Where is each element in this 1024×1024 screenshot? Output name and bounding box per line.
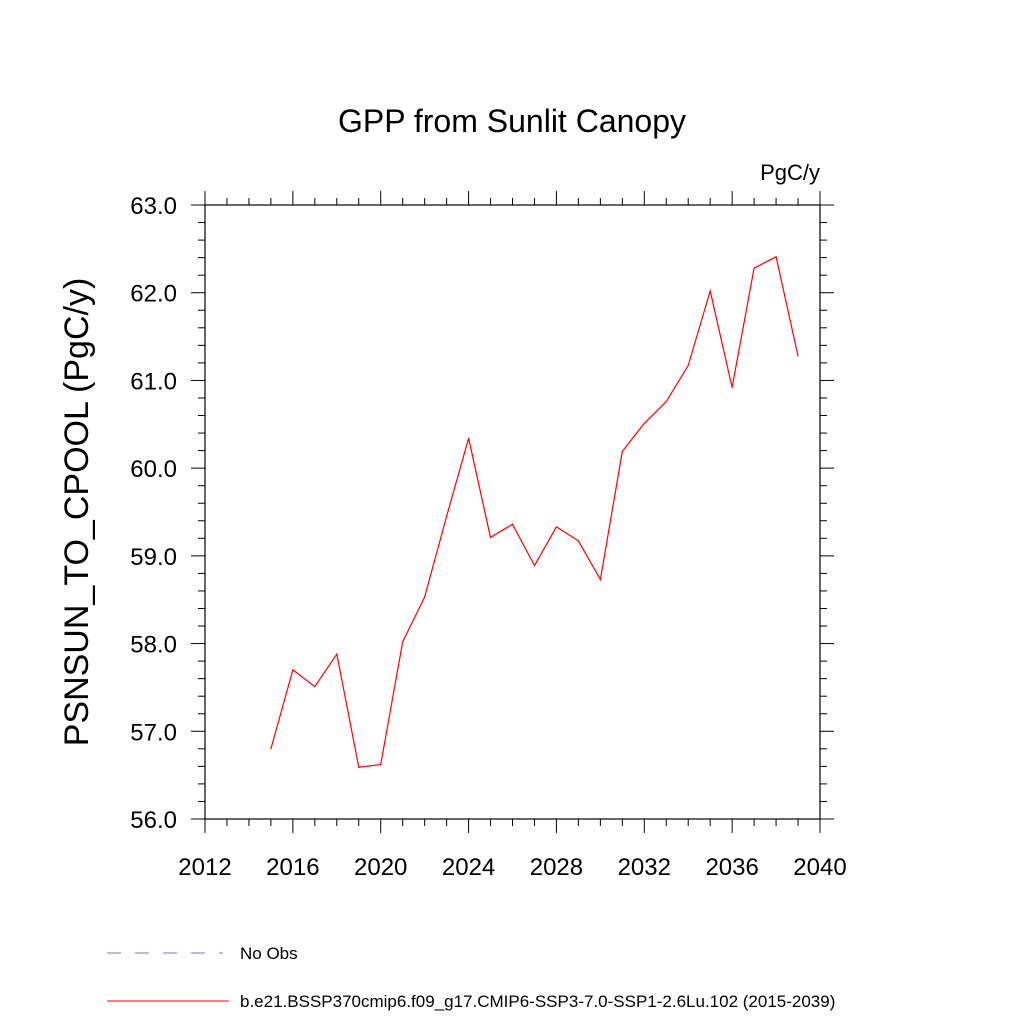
data-point	[380, 764, 382, 766]
data-point	[292, 669, 294, 671]
data-point	[511, 523, 514, 525]
legend: No Obs b.e21.BSSP370cmip6.f09_g17.CMIP6-…	[107, 944, 835, 1011]
data-point	[555, 526, 558, 528]
y-axis-label: PSNSUN_TO_CPOOL (PgC/y)	[58, 278, 96, 747]
data-point	[665, 400, 667, 403]
series-line	[270, 255, 799, 768]
x-tick-label: 2020	[354, 854, 407, 881]
legend-label-no-obs: No Obs	[240, 944, 298, 963]
y-tick-label: 58.0	[130, 632, 177, 659]
plot-frame	[204, 204, 821, 820]
data-point	[314, 685, 316, 688]
y-tick-label: 62.0	[130, 281, 177, 308]
legend-label-series: b.e21.BSSP370cmip6.f09_g17.CMIP6-SSP3-7.…	[240, 992, 835, 1011]
data-point	[797, 355, 799, 357]
data-point	[489, 536, 492, 539]
data-point	[621, 450, 623, 453]
y-tick-label: 61.0	[130, 368, 177, 395]
data-point	[270, 748, 272, 750]
y-tick-label: 59.0	[130, 544, 177, 571]
x-tick-label: 2036	[705, 854, 758, 881]
series-layer	[270, 255, 799, 768]
x-tick-label: 2028	[530, 854, 583, 881]
chart-title: GPP from Sunlit Canopy	[338, 103, 686, 139]
y-tick-label: 63.0	[130, 193, 177, 220]
data-point	[336, 653, 338, 655]
y-tick-label: 57.0	[130, 719, 177, 746]
data-point	[577, 540, 579, 542]
data-point	[402, 641, 404, 643]
data-point	[358, 766, 360, 768]
y-axis: 56.0 57.0 58.0 59.0 60.0 61.0 62.0 63.0	[130, 193, 834, 834]
x-tick-label: 2016	[266, 854, 319, 881]
data-point	[424, 596, 426, 598]
y-tick-label: 60.0	[130, 456, 177, 483]
data-point	[643, 422, 645, 425]
data-point	[731, 386, 733, 389]
data-point	[709, 290, 711, 292]
x-tick-label: 2032	[618, 854, 671, 881]
data-point	[687, 364, 689, 367]
data-point	[753, 267, 755, 269]
x-tick-label: 2012	[178, 854, 231, 881]
data-point	[599, 578, 601, 581]
data-point	[467, 437, 470, 439]
x-tick-label: 2024	[442, 854, 495, 881]
data-point	[533, 564, 536, 567]
x-tick-label: 2040	[793, 854, 846, 881]
y-tick-label: 56.0	[130, 807, 177, 834]
x-axis: 2012 2016 2020 2024 2028 2032 2036 2040	[178, 191, 847, 881]
data-point	[446, 515, 448, 517]
data-point	[775, 256, 777, 258]
units-label: PgC/y	[760, 160, 820, 185]
